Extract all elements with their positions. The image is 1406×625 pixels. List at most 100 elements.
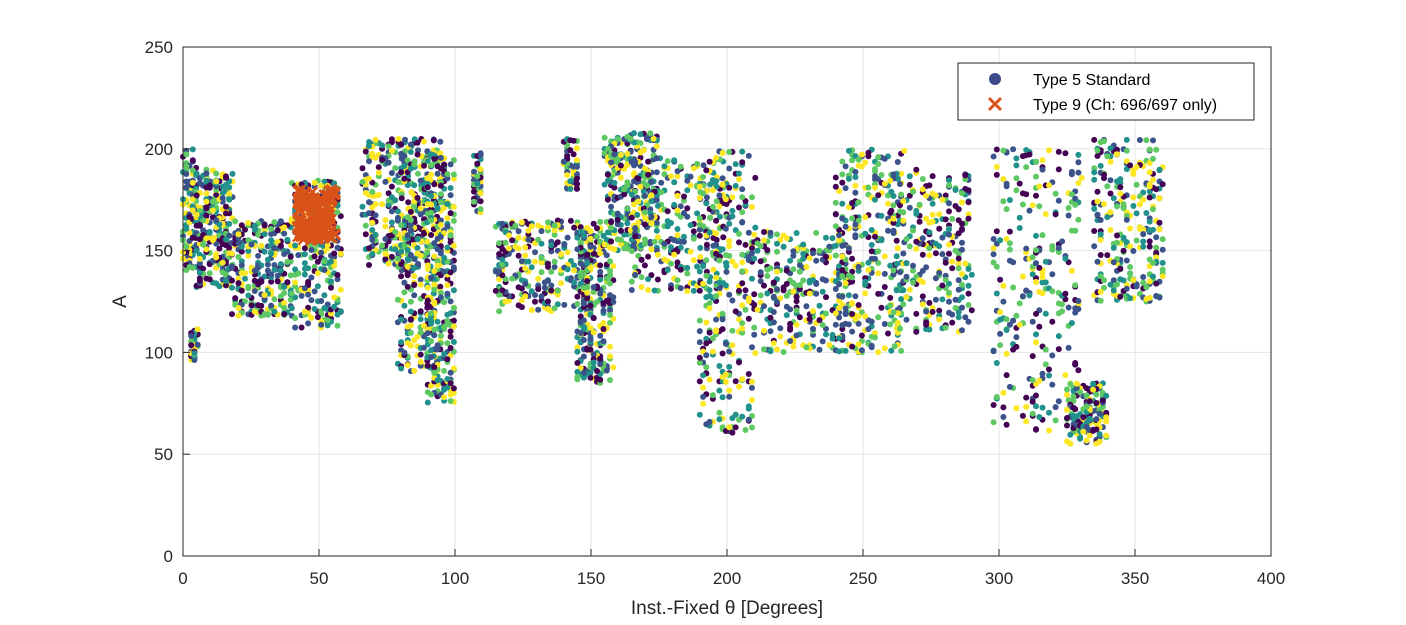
scatter-point: [226, 191, 233, 197]
scatter-point: [369, 150, 376, 157]
scatter-point: [916, 277, 923, 284]
scatter-point: [767, 328, 774, 335]
scatter-point: [897, 325, 903, 332]
scatter-point: [1049, 352, 1056, 359]
scatter-point: [1010, 146, 1017, 153]
scatter-point: [392, 229, 399, 235]
scatter-point: [696, 268, 703, 275]
scatter-point: [1150, 206, 1156, 213]
scatter-point: [587, 346, 594, 353]
scatter-point: [431, 281, 438, 288]
scatter-point: [580, 317, 587, 324]
scatter-point: [522, 252, 529, 259]
scatter-point: [1159, 266, 1166, 273]
scatter-point: [749, 424, 755, 431]
scatter-point: [477, 166, 484, 173]
scatter-point: [713, 198, 720, 205]
scatter-point: [287, 253, 294, 260]
scatter-point: [839, 215, 846, 222]
scatter-point: [292, 279, 299, 286]
scatter-point: [411, 367, 418, 374]
scatter-point: [1046, 366, 1052, 373]
scatter-point: [186, 213, 193, 220]
scatter-point: [385, 260, 392, 267]
scatter-point: [407, 316, 414, 323]
scatter-point: [226, 196, 233, 203]
scatter-point: [990, 153, 997, 160]
scatter-point: [395, 136, 402, 142]
scatter-point: [632, 225, 639, 232]
scatter-point: [614, 216, 621, 223]
scatter-point: [515, 228, 522, 235]
scatter-point: [932, 192, 939, 199]
scatter-point: [651, 238, 658, 245]
scatter-point: [803, 264, 810, 270]
scatter-point: [522, 280, 529, 287]
scatter-point: [832, 310, 839, 317]
scatter-point: [505, 232, 512, 239]
scatter-point: [499, 256, 506, 263]
scatter-point: [893, 287, 900, 294]
scatter-point: [1123, 147, 1130, 154]
scatter-point: [745, 229, 752, 236]
scatter-point: [1062, 372, 1069, 379]
scatter-point: [832, 199, 839, 206]
scatter-point: [787, 257, 794, 264]
scatter-point: [696, 378, 703, 385]
scatter-point: [1033, 260, 1039, 267]
scatter-point: [993, 163, 1000, 170]
scatter-point: [661, 240, 668, 247]
scatter-point: [1123, 285, 1130, 292]
scatter-point: [1077, 389, 1084, 396]
scatter-point: [1013, 162, 1020, 169]
scatter-point: [1036, 288, 1043, 295]
scatter-point: [671, 179, 678, 186]
scatter-point: [261, 311, 268, 318]
scatter-point: [687, 222, 694, 229]
scatter-point: [359, 165, 366, 172]
scatter-point: [600, 300, 607, 307]
scatter-point: [647, 238, 654, 245]
scatter-point: [584, 295, 591, 302]
scatter-point: [783, 303, 790, 310]
scatter-point: [437, 191, 444, 198]
scatter-point: [1049, 246, 1056, 253]
scatter-point: [959, 294, 965, 301]
scatter-point: [271, 308, 278, 315]
scatter-point: [1072, 201, 1079, 208]
scatter-point: [1159, 236, 1166, 243]
scatter-point: [292, 315, 299, 322]
scatter-point: [597, 268, 604, 275]
scatter-point: [1133, 237, 1140, 244]
scatter-point: [806, 277, 813, 284]
scatter-point: [631, 201, 637, 208]
scatter-point: [1075, 180, 1082, 186]
scatter-point: [431, 299, 438, 306]
scatter-point: [509, 275, 516, 282]
scatter-point: [890, 171, 897, 178]
scatter-point: [990, 259, 997, 266]
scatter-point: [597, 290, 604, 297]
scatter-point: [770, 279, 777, 286]
scatter-point: [1140, 196, 1147, 203]
scatter-point: [890, 215, 897, 222]
scatter-point: [417, 252, 424, 259]
scatter-point: [842, 311, 849, 318]
scatter-point: [637, 131, 644, 138]
scatter-point: [1114, 232, 1120, 239]
scatter-point: [366, 143, 372, 150]
scatter-point: [305, 278, 312, 285]
scatter-point: [687, 173, 694, 180]
scatter-point: [573, 145, 580, 152]
scatter-point: [993, 171, 1000, 178]
scatter-point: [881, 180, 888, 187]
scatter-point: [875, 248, 882, 255]
scatter-point: [1013, 405, 1020, 412]
scatter-point: [819, 322, 826, 328]
scatter-point: [437, 233, 444, 240]
scatter-point: [968, 271, 975, 278]
scatter-point: [965, 187, 972, 194]
scatter-point: [810, 250, 816, 257]
scatter-point: [401, 349, 408, 356]
scatter-point: [719, 394, 726, 401]
